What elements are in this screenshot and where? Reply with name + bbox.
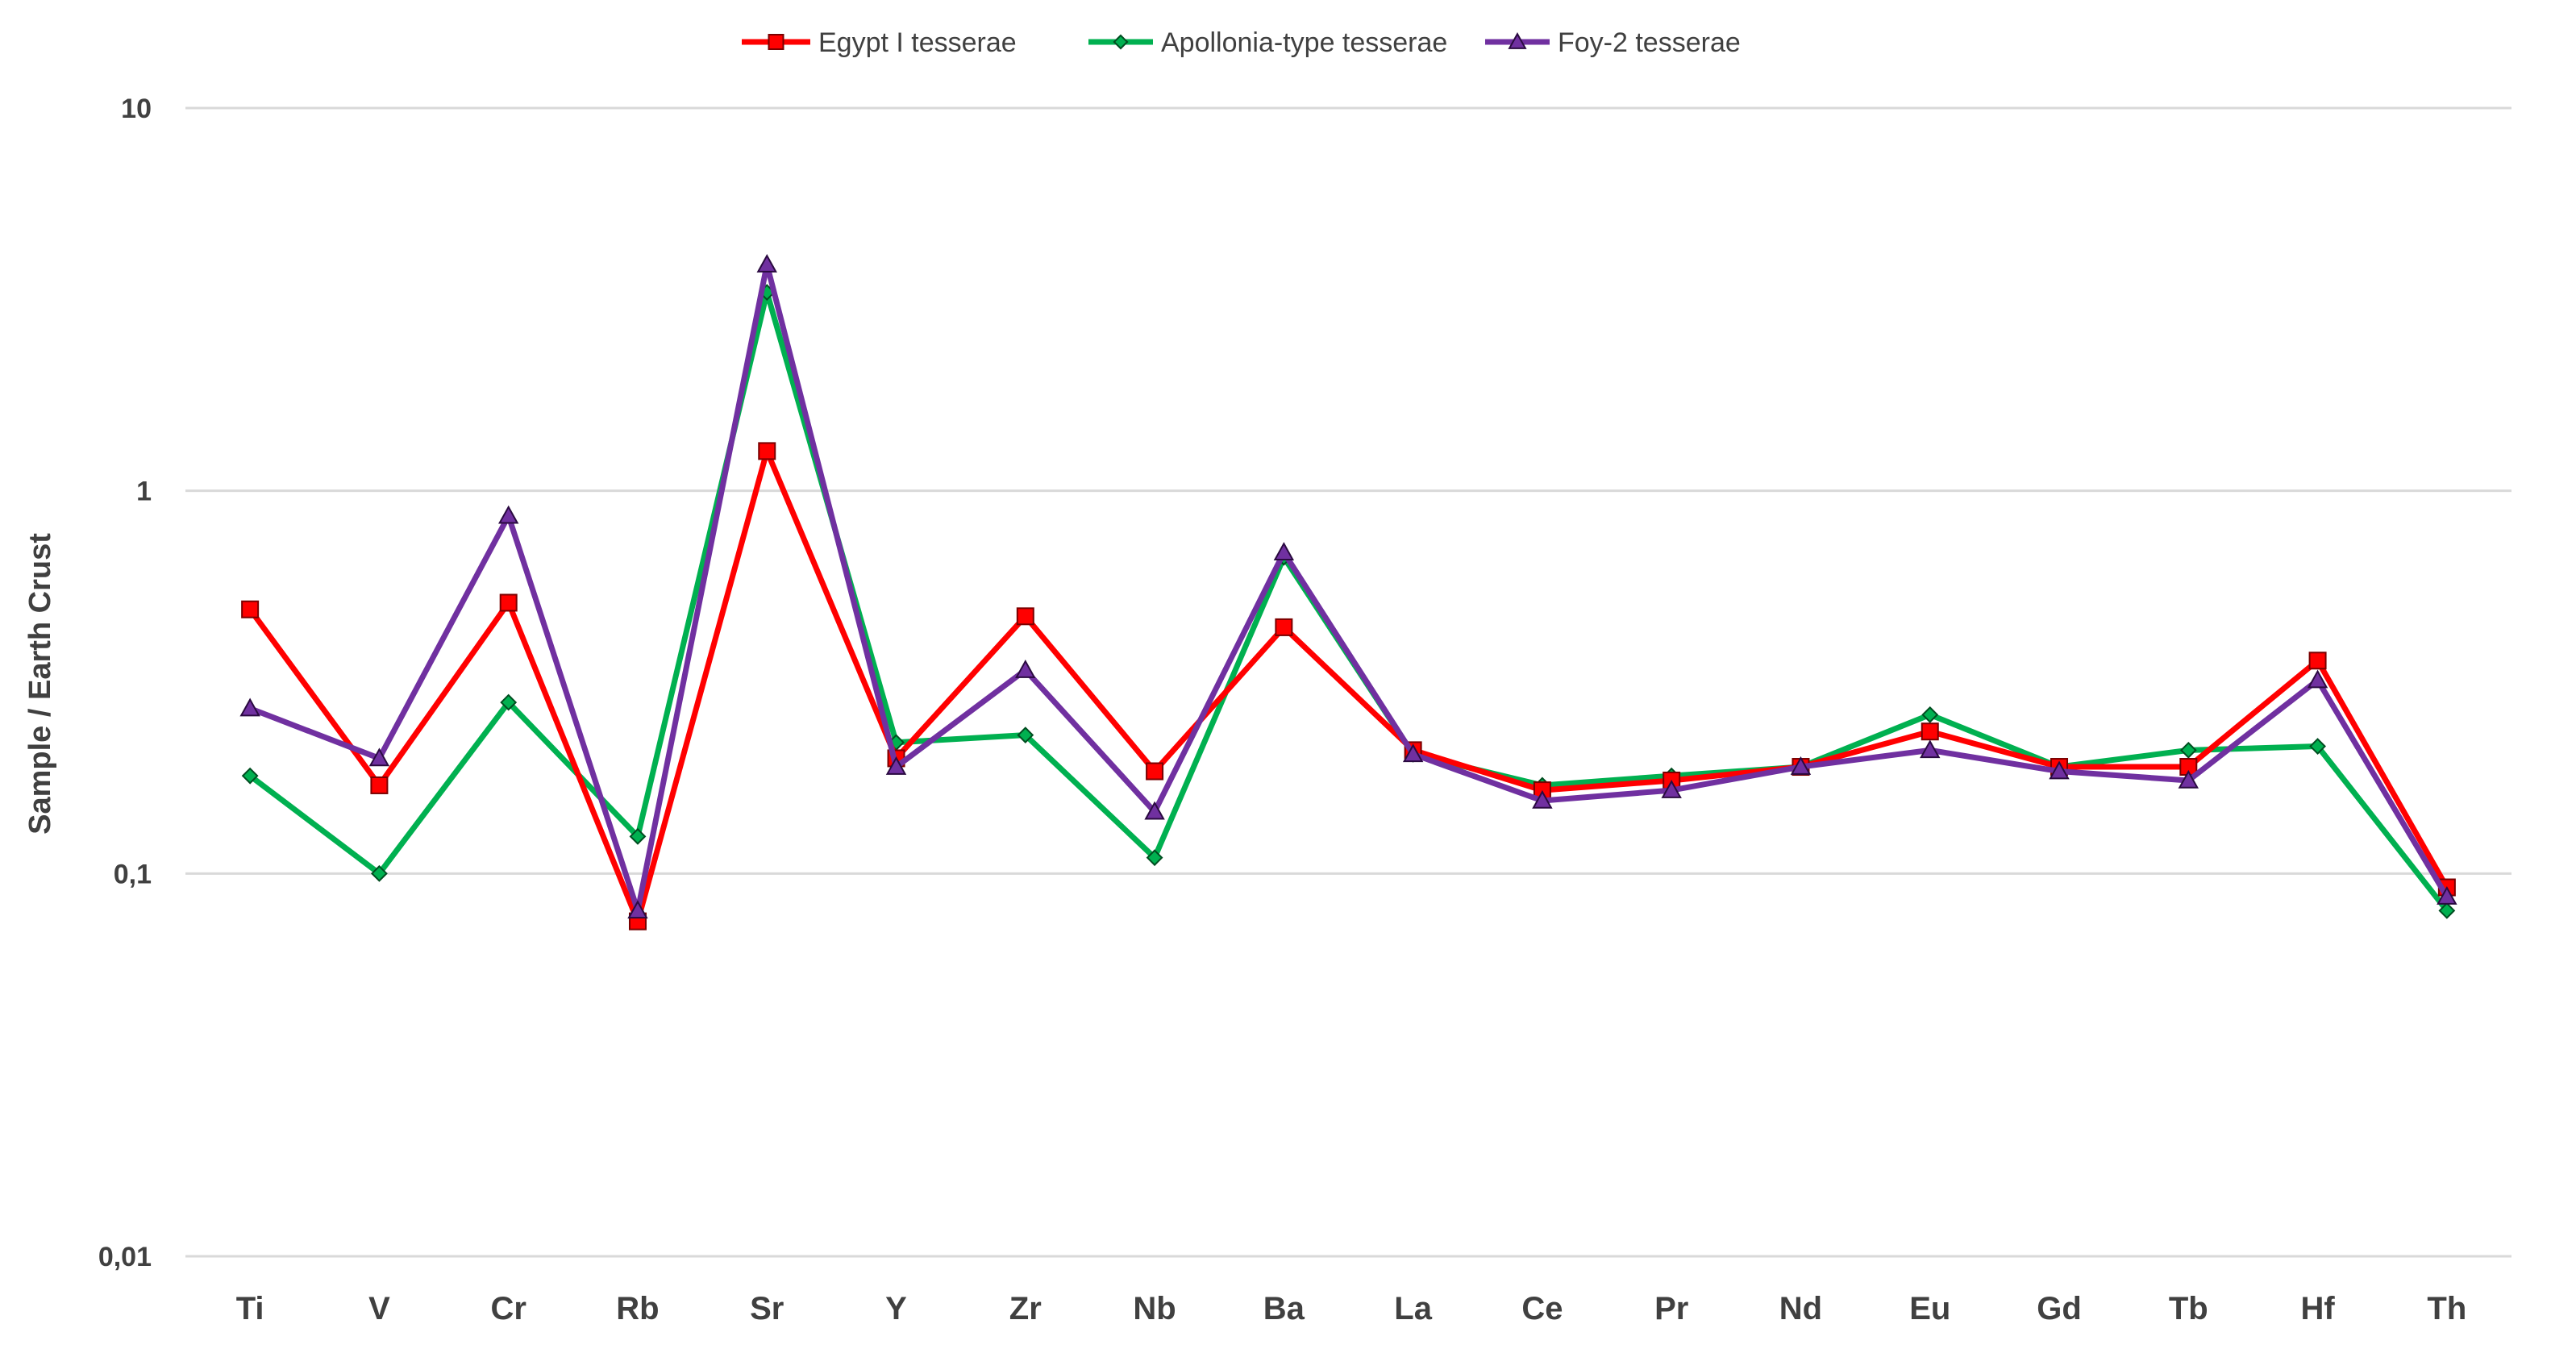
- data-point: [1273, 542, 1295, 560]
- data-point: [1661, 780, 1682, 798]
- data-point: [768, 34, 784, 50]
- legend-item: Apollonia-type tesserae: [1088, 27, 1447, 58]
- data-point: [1402, 743, 1424, 763]
- data-point: [368, 747, 390, 767]
- series-line: [248, 261, 2449, 914]
- series-egypt-i-tesserae: [241, 442, 2456, 931]
- legend-item: Foy-2 tesserae: [1485, 27, 1741, 58]
- data-point: [2437, 885, 2457, 905]
- data-point: [2049, 760, 2070, 780]
- y-tick-label: 10: [121, 94, 152, 124]
- data-point: [1146, 849, 1163, 867]
- data-point: [2307, 669, 2328, 689]
- data-point: [241, 600, 260, 618]
- x-tick-label: V: [368, 1291, 390, 1326]
- grid-layer: [185, 106, 2511, 1258]
- y-axis-title: Sample / Earth Crust: [23, 533, 57, 835]
- x-tick-label: Hf: [2300, 1291, 2335, 1326]
- data-point: [1790, 756, 1812, 775]
- data-point: [756, 254, 777, 273]
- y-tick-label: 0,01: [98, 1242, 152, 1272]
- x-tick-label: Eu: [1909, 1291, 1950, 1326]
- series-line: [248, 289, 2449, 913]
- legend-label: Foy-2 tesserae: [1558, 27, 1741, 58]
- legend-item: Egypt I tesserae: [742, 27, 1017, 58]
- data-point: [1017, 727, 1034, 744]
- data-point: [2308, 652, 2327, 670]
- y-tick-label: 1: [136, 477, 152, 507]
- legend-label: Apollonia-type tesserae: [1161, 27, 1447, 58]
- x-tick-label: Nd: [1779, 1291, 1822, 1326]
- data-point: [885, 756, 907, 775]
- data-point: [1016, 607, 1034, 626]
- data-point: [2178, 769, 2199, 789]
- x-tick-label: La: [1394, 1291, 1432, 1326]
- x-tick-label: Ce: [1521, 1291, 1563, 1326]
- data-point: [627, 900, 648, 919]
- legend: Egypt I tesserae Apollonia-type tesserae F…: [742, 27, 1741, 58]
- data-point: [758, 442, 776, 460]
- series-foy-2-tesserae: [239, 254, 2457, 919]
- data-point: [500, 693, 518, 711]
- x-tick-label: Zr: [1009, 1291, 1042, 1326]
- series-line: [248, 448, 2449, 925]
- data-point: [371, 864, 388, 882]
- x-tick-label: Th: [2427, 1291, 2466, 1326]
- x-tick-label: Y: [885, 1291, 907, 1326]
- data-point: [1015, 659, 1036, 678]
- data-point: [1113, 34, 1129, 50]
- data-point: [1921, 722, 1939, 741]
- x-tick-label: Pr: [1654, 1291, 1688, 1326]
- data-point: [241, 767, 259, 785]
- data-point: [2438, 901, 2456, 919]
- data-point: [1144, 801, 1165, 820]
- data-point: [2179, 741, 2197, 759]
- x-tick-label: Cr: [490, 1291, 526, 1326]
- x-tick-label: Tb: [2169, 1291, 2208, 1326]
- data-point: [239, 697, 260, 717]
- series-apollonia-type-tesserae: [241, 284, 2456, 919]
- y-axis-ticks: 10 1 0,1 0,01: [98, 94, 152, 1272]
- legend-label: Egypt I tesserae: [818, 27, 1017, 58]
- data-point: [1921, 706, 1939, 723]
- series-layer: [239, 254, 2457, 931]
- data-point: [1508, 32, 1527, 49]
- x-tick-label: Rb: [616, 1291, 659, 1326]
- data-point: [370, 776, 389, 794]
- x-tick-label: Gd: [2037, 1291, 2082, 1326]
- data-point: [1920, 739, 1941, 759]
- data-point: [497, 505, 519, 524]
- data-point: [2309, 738, 2326, 755]
- data-point: [499, 593, 518, 612]
- data-point: [1532, 789, 1553, 809]
- x-tick-label: Ti: [236, 1291, 264, 1326]
- x-tick-label: Ba: [1263, 1291, 1305, 1326]
- y-tick-label: 0,1: [114, 859, 152, 889]
- x-tick-label: Nb: [1133, 1291, 1176, 1326]
- data-point: [1275, 618, 1293, 636]
- data-point: [1146, 762, 1164, 781]
- x-axis-ticks: Ti V Cr Rb Sr Y Zr Nb Ba La Ce Pr Nd Eu Gd Tb Hf Th: [236, 1291, 2467, 1326]
- x-tick-label: Sr: [750, 1291, 784, 1326]
- data-point: [629, 827, 647, 845]
